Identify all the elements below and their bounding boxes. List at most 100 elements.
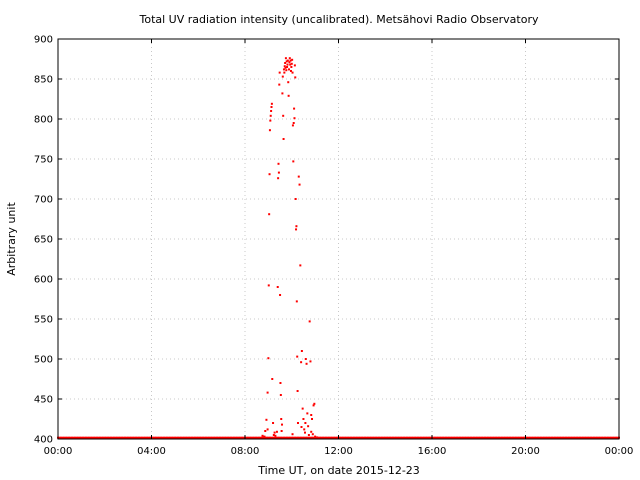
- data-point: [465, 436, 468, 439]
- data-point: [515, 436, 518, 439]
- data-point: [427, 436, 430, 439]
- data-point: [306, 436, 309, 439]
- data-point: [482, 436, 485, 439]
- data-point: [289, 59, 292, 62]
- x-tick-label: 20:00: [511, 446, 540, 457]
- data-point: [267, 436, 270, 439]
- data-point: [308, 320, 311, 323]
- data-point: [64, 436, 67, 439]
- data-point: [292, 122, 295, 124]
- data-point: [209, 436, 212, 439]
- data-point: [608, 436, 611, 439]
- data-point: [605, 436, 608, 439]
- data-point: [346, 436, 349, 439]
- data-point: [88, 436, 91, 439]
- data-point: [406, 436, 409, 439]
- data-point: [300, 426, 303, 428]
- data-point: [106, 436, 109, 439]
- data-point: [248, 436, 251, 439]
- data-point: [86, 436, 89, 439]
- data-point: [309, 360, 312, 363]
- data-point: [498, 436, 501, 439]
- data-point: [279, 382, 282, 384]
- data-point: [74, 436, 77, 439]
- data-point: [289, 63, 292, 66]
- data-point: [432, 436, 435, 439]
- data-point: [568, 436, 571, 439]
- data-point: [117, 436, 120, 439]
- data-point: [267, 284, 270, 287]
- data-point: [122, 436, 125, 439]
- data-point: [220, 436, 223, 439]
- data-point: [516, 436, 519, 439]
- data-point: [276, 436, 279, 439]
- data-point: [292, 160, 295, 163]
- data-point: [318, 436, 321, 439]
- data-point: [493, 436, 496, 439]
- data-point: [533, 436, 536, 439]
- data-point: [362, 436, 365, 439]
- data-point: [100, 436, 103, 439]
- data-point: [219, 436, 222, 439]
- data-point: [282, 138, 285, 140]
- data-point: [381, 436, 384, 439]
- data-point: [353, 436, 356, 439]
- data-point: [279, 436, 282, 439]
- data-point: [164, 436, 167, 439]
- data-point: [349, 436, 352, 439]
- data-point: [131, 436, 134, 439]
- data-point: [340, 436, 343, 439]
- data-point: [239, 436, 242, 439]
- data-point: [251, 436, 254, 439]
- data-point: [72, 436, 75, 439]
- data-point: [549, 436, 552, 439]
- y-tick-label: 500: [34, 355, 53, 366]
- data-point: [169, 436, 172, 439]
- data-point: [555, 436, 558, 439]
- data-point: [237, 436, 240, 439]
- x-tick-label: 04:00: [137, 446, 166, 457]
- data-point: [477, 436, 480, 439]
- data-point: [519, 436, 522, 439]
- data-point: [229, 436, 232, 439]
- data-point: [360, 436, 363, 439]
- data-point: [282, 436, 285, 439]
- data-point: [371, 436, 374, 439]
- data-point: [156, 436, 159, 439]
- data-point: [214, 436, 217, 439]
- data-point: [259, 436, 262, 439]
- data-point: [280, 418, 283, 420]
- data-point: [293, 117, 296, 120]
- data-point: [329, 436, 332, 439]
- data-point: [351, 436, 354, 439]
- data-point: [510, 436, 513, 439]
- data-point: [281, 92, 284, 95]
- data-point: [390, 436, 393, 439]
- data-point: [298, 183, 301, 186]
- data-point: [399, 436, 402, 439]
- data-point: [317, 436, 320, 439]
- data-point: [332, 436, 335, 439]
- data-point: [80, 436, 83, 439]
- data-point: [283, 71, 286, 74]
- data-point: [307, 425, 310, 428]
- data-point: [610, 436, 613, 439]
- data-point: [314, 436, 317, 439]
- data-point: [136, 436, 139, 439]
- data-point: [373, 436, 376, 439]
- x-tick-label: 00:00: [44, 446, 73, 457]
- data-point: [343, 436, 346, 439]
- data-points: [57, 57, 620, 439]
- data-point: [284, 436, 287, 439]
- data-point: [291, 433, 294, 436]
- data-point: [270, 110, 273, 112]
- y-tick-label: 400: [34, 435, 53, 446]
- data-point: [295, 300, 298, 303]
- data-point: [181, 436, 184, 439]
- data-point: [119, 436, 122, 439]
- data-point: [275, 436, 278, 439]
- data-point: [63, 436, 66, 439]
- data-point: [197, 436, 200, 439]
- data-point: [543, 436, 546, 439]
- data-point: [530, 436, 533, 439]
